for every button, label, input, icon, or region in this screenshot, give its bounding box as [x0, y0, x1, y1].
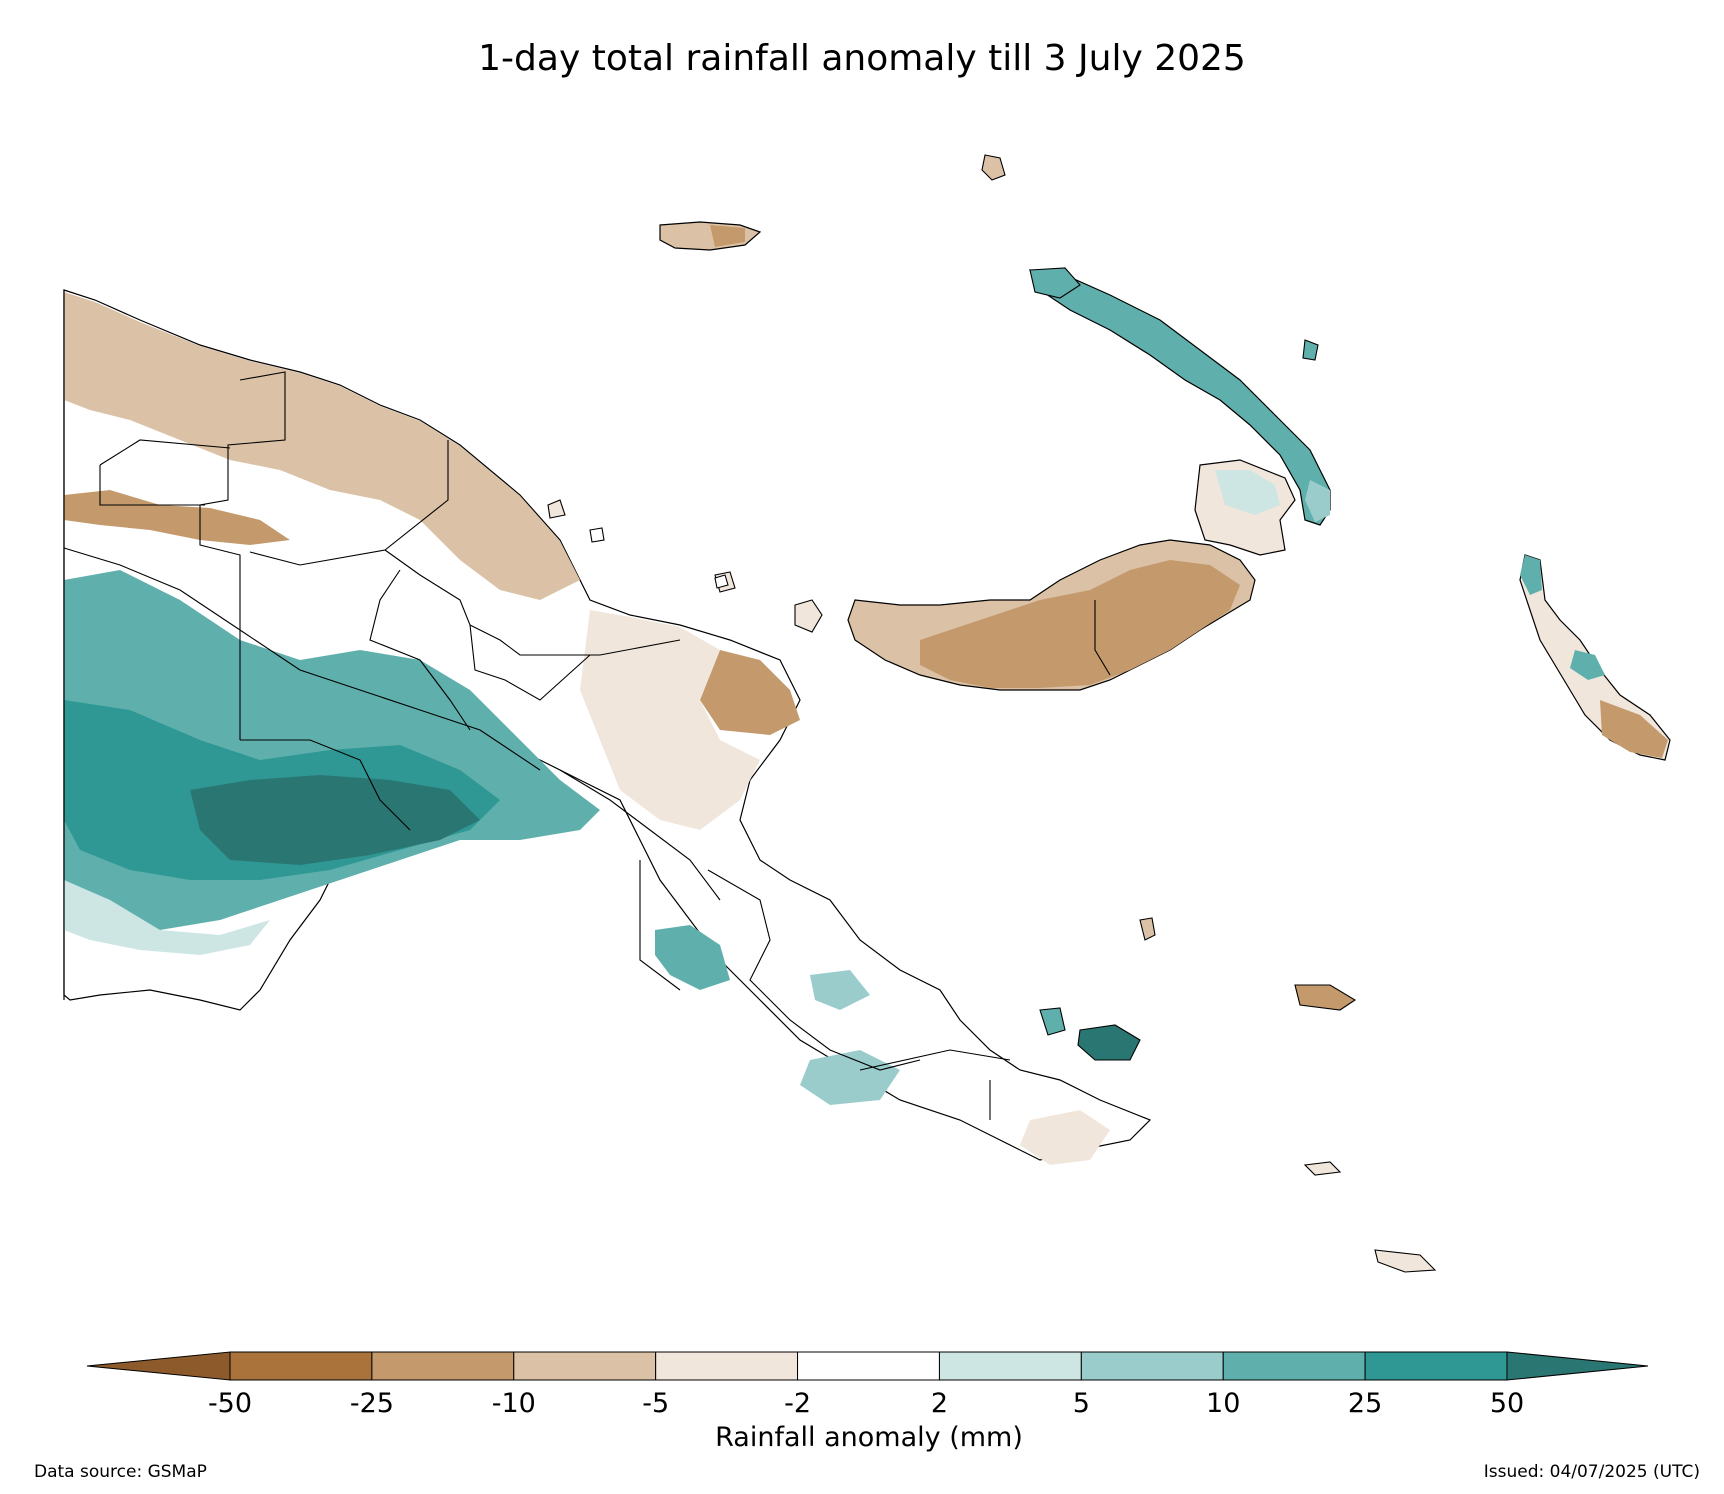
bougainville-island [1519, 554, 1671, 761]
map-title: 1-day total rainfall anomaly till 3 July… [478, 38, 1246, 79]
colorbar-tick-label: 2 [931, 1388, 948, 1419]
umboi-island [547, 499, 566, 519]
new-britain-strong-dry [920, 560, 1240, 688]
colorbar-ticks: -50 -25 -10 -5 -2 2 5 10 25 50 [208, 1388, 1524, 1419]
colorbar-tick-label: 10 [1206, 1388, 1240, 1419]
colorbar-bin [371, 1351, 515, 1381]
issued-date: Issued: 04/07/2025 (UTC) [1483, 1462, 1700, 1482]
karkar-island [794, 599, 823, 633]
small-island-a [589, 527, 605, 543]
trobriand-islands [1139, 917, 1156, 941]
peninsula-wet-patch-3 [810, 970, 870, 1010]
bougainville-wet-mid [1570, 650, 1605, 680]
south-wet-core [190, 775, 480, 865]
colorbar-tick-label: -2 [784, 1388, 811, 1419]
north-strong-dry-band [64, 490, 290, 545]
goodenough-island [1039, 1007, 1066, 1036]
east-light-dry-zone [580, 610, 760, 830]
feni-islands [1302, 339, 1319, 361]
woodlark-island [1294, 984, 1357, 1011]
colorbar-tick-label: -50 [208, 1388, 252, 1419]
small-island-b [714, 574, 729, 589]
misima-island [1303, 1161, 1342, 1176]
colorbar-tick-label: -25 [350, 1388, 394, 1419]
peninsula-wet-patch-2 [800, 1050, 900, 1105]
province-boundaries [63, 371, 1011, 1120]
colorbar-bin [938, 1351, 1082, 1381]
colorbar-bin [655, 1351, 799, 1381]
colorbar-bins [86, 1351, 1649, 1381]
manus-island [659, 221, 762, 251]
colorbar-bin [513, 1351, 657, 1381]
colorbar-bin [1364, 1351, 1508, 1381]
colorbar-bin [1222, 1351, 1366, 1381]
gazelle-wet-patch [1215, 470, 1280, 515]
bougainville-wet-north [1520, 555, 1542, 595]
outer-islands [547, 154, 1437, 1273]
colorbar-tick-label: 50 [1490, 1388, 1524, 1419]
colorbar-tick-label: 25 [1348, 1388, 1382, 1419]
data-source-note: Data source: GSMaP [34, 1462, 207, 1482]
fergusson-island [1077, 1024, 1141, 1061]
bougainville-dry-south [1600, 700, 1668, 758]
colorbar-label: Rainfall anomaly (mm) [715, 1422, 1023, 1453]
colorbar-bin [797, 1351, 940, 1381]
mussau [981, 154, 1006, 181]
mainland-new-guinea [63, 289, 1152, 1165]
east-dry-lobe [700, 650, 800, 735]
south-wet-fringe [64, 880, 270, 955]
colorbar-extend-low [86, 1351, 231, 1381]
new-britain-island [847, 459, 1296, 691]
new-hanover [1029, 267, 1081, 299]
colorbar-extend-high [1506, 1351, 1649, 1381]
south-tip-dry-patch [1020, 1110, 1110, 1165]
new-ireland-tip [1305, 480, 1330, 522]
colorbar-bin [229, 1351, 373, 1381]
north-coast-dry-band [64, 292, 580, 600]
peninsula-wet-patch-1 [655, 925, 730, 990]
colorbar-bin [1080, 1351, 1224, 1381]
colorbar-tick-label: -10 [492, 1388, 536, 1419]
rossel-island [1374, 1249, 1437, 1273]
colorbar-tick-label: 5 [1073, 1388, 1090, 1419]
colorbar-tick-label: -5 [642, 1388, 669, 1419]
bougainville-outline [1519, 554, 1671, 761]
